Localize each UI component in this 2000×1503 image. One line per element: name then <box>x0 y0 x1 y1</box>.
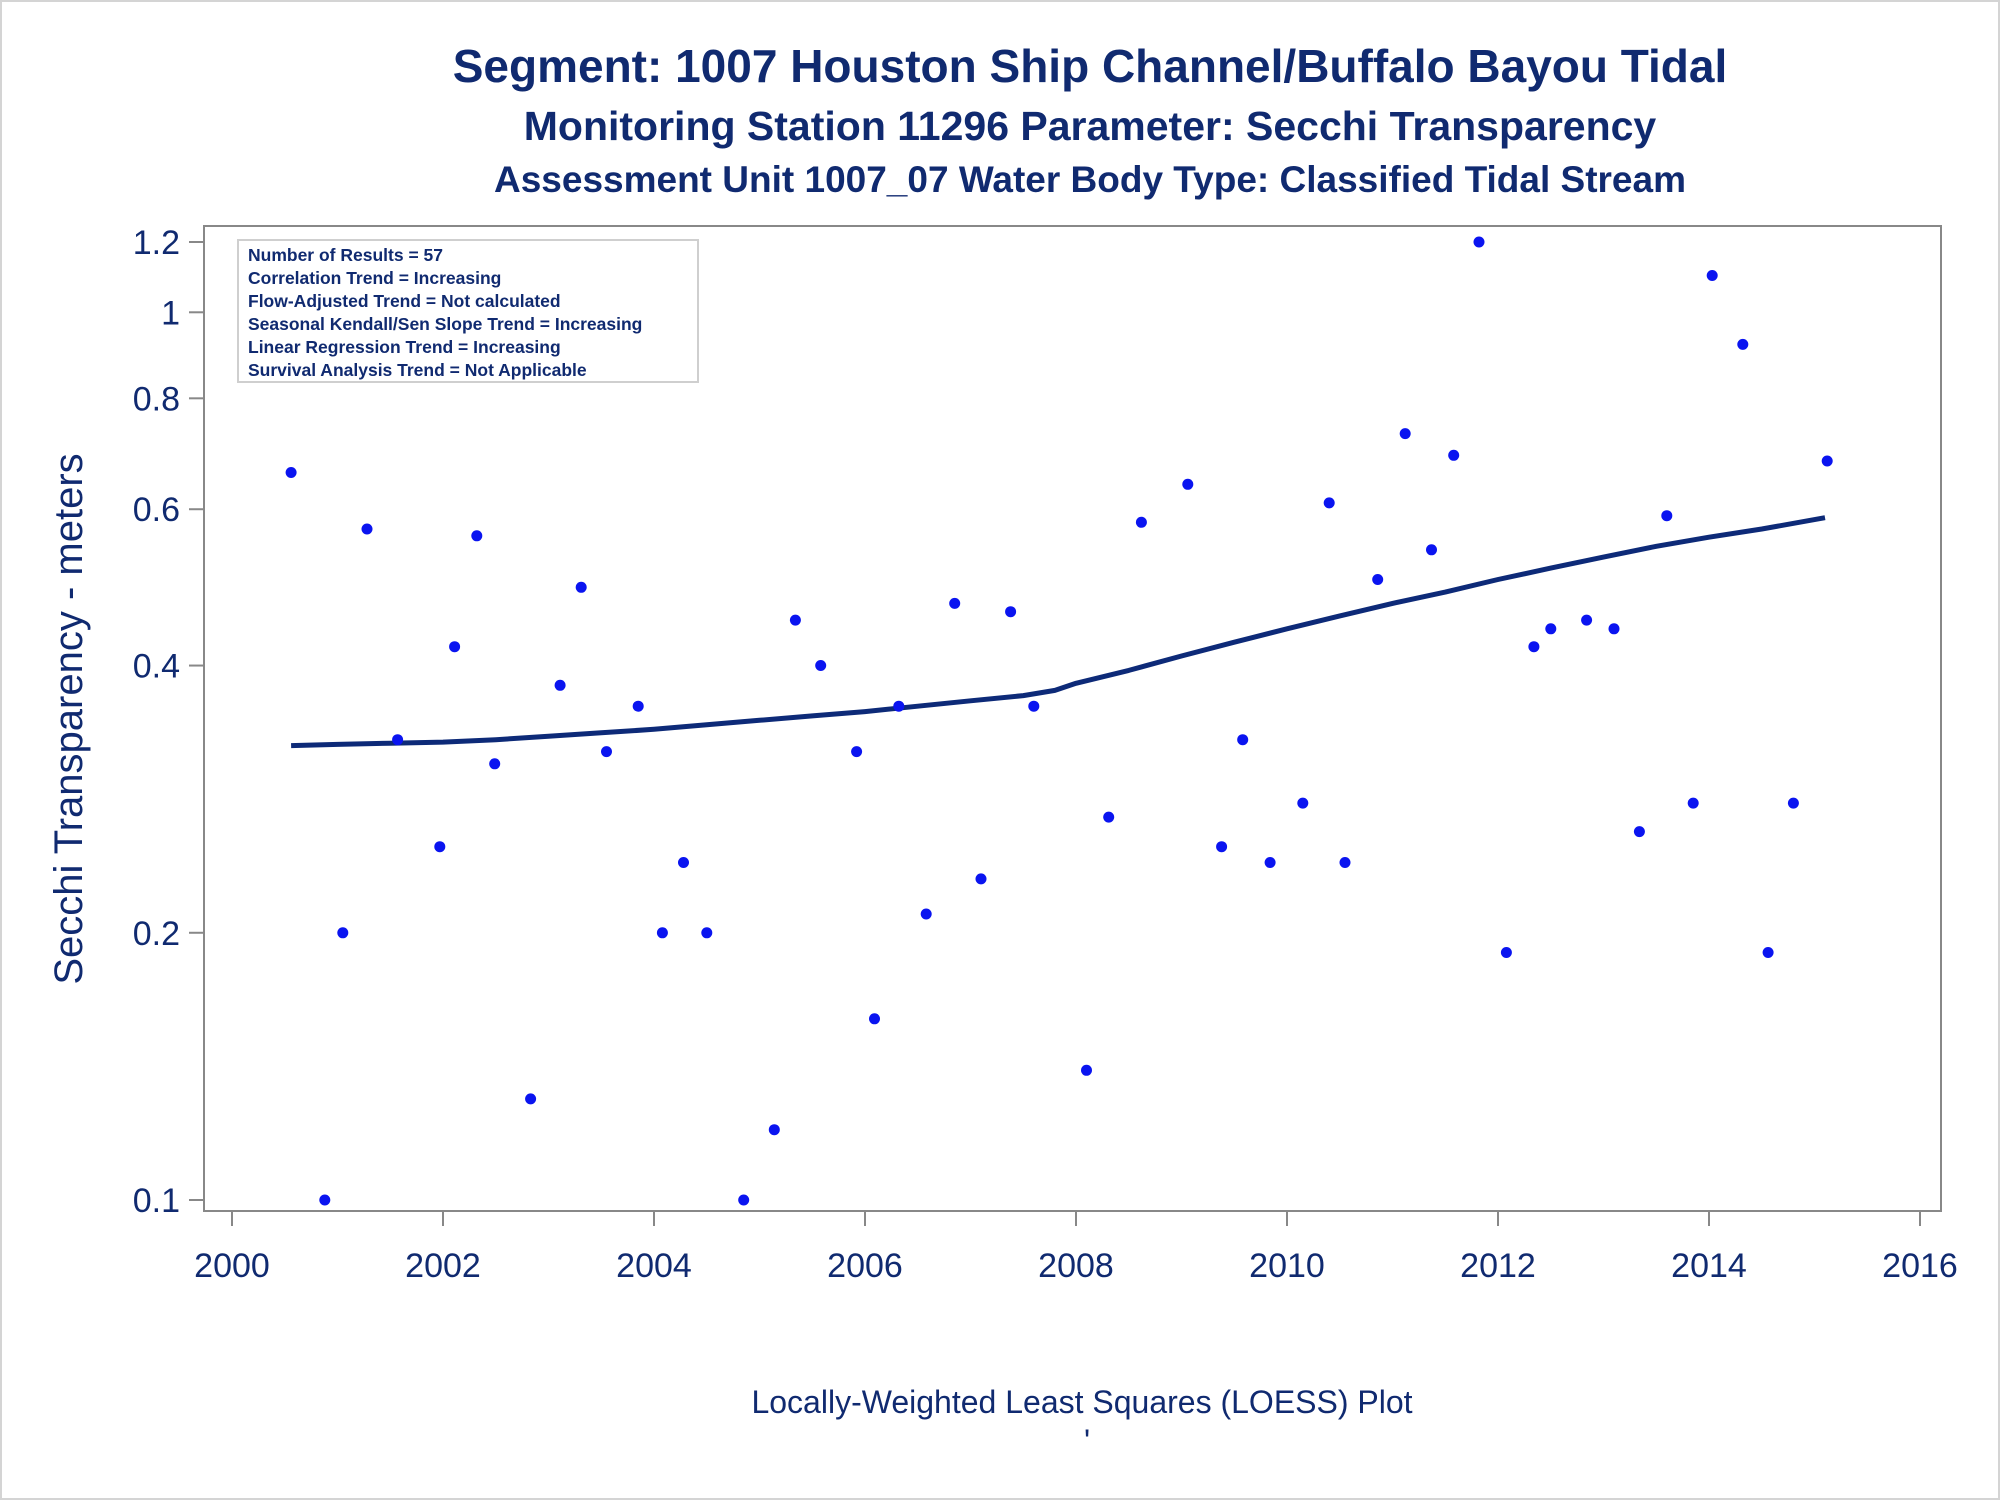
plot-area-border <box>203 225 1942 1212</box>
stats-line-results: Number of Results = 57 <box>248 245 443 265</box>
data-point <box>1448 449 1460 461</box>
data-point <box>1297 797 1309 809</box>
data-point <box>1426 544 1437 556</box>
data-point <box>1608 623 1620 635</box>
y-axis-label: Secchi Transparency - meters <box>47 453 91 984</box>
data-point <box>471 530 483 542</box>
data-point <box>449 641 461 653</box>
stats-line-linear-regression: Linear Regression Trend = Increasing <box>248 337 561 357</box>
data-point <box>1661 510 1673 522</box>
data-point <box>1182 478 1194 490</box>
chart-subtitle-assessment: Assessment Unit 1007_07 Water Body Type:… <box>494 159 1686 200</box>
x-axis: 2000 2002 2004 2006 2008 2010 2012 2014 2016 <box>194 1211 1958 1285</box>
data-point <box>975 873 987 885</box>
data-point <box>1706 270 1718 281</box>
y-tick-label: 0.8 <box>133 380 180 418</box>
caption-mark: ' <box>1084 1423 1090 1459</box>
data-point <box>319 1194 331 1206</box>
data-point <box>789 614 801 626</box>
x-tick-label: 2014 <box>1671 1247 1747 1285</box>
data-point <box>434 841 446 853</box>
data-point <box>1216 841 1228 853</box>
loess-trend-line <box>291 515 1826 749</box>
data-point <box>1372 574 1384 585</box>
data-point <box>920 908 932 920</box>
y-tick-label: 1 <box>161 294 180 332</box>
data-point <box>1264 857 1276 868</box>
data-point <box>361 523 373 535</box>
stats-line-correlation: Correlation Trend = Increasing <box>248 268 501 288</box>
y-axis: 0.1 0.2 0.4 0.6 0.8 1 1.2 <box>133 224 204 1220</box>
loess-layer <box>291 515 1826 749</box>
data-point <box>851 746 863 758</box>
data-point <box>1028 700 1040 712</box>
data-point <box>632 700 644 712</box>
stats-inset: Number of Results = 57 Correlation Trend… <box>237 239 699 383</box>
data-point <box>554 679 566 691</box>
x-tick-label: 2008 <box>1038 1247 1114 1285</box>
x-tick-label: 2010 <box>1249 1247 1325 1285</box>
data-point <box>1323 497 1335 509</box>
data-point <box>1081 1064 1092 1076</box>
data-point <box>337 927 349 939</box>
chart-title: Segment: 1007 Houston Ship Channel/Buffa… <box>453 40 1728 92</box>
x-tick-label: 2016 <box>1882 1247 1958 1285</box>
data-point <box>1103 811 1115 823</box>
stats-line-survival: Survival Analysis Trend = Not Applicable <box>248 360 587 380</box>
data-point <box>701 927 713 939</box>
x-tick-label: 2002 <box>405 1247 481 1285</box>
data-point <box>1787 797 1799 809</box>
stats-line-seasonal-kendall: Seasonal Kendall/Sen Slope Trend = Incre… <box>248 314 642 334</box>
data-point <box>949 597 961 609</box>
x-tick-label: 2012 <box>1460 1247 1536 1285</box>
data-point <box>1005 606 1017 618</box>
data-point <box>1545 623 1557 635</box>
data-point <box>1581 614 1593 626</box>
x-tick-label: 2004 <box>616 1247 692 1285</box>
data-point <box>738 1194 750 1206</box>
x-tick-label: 2006 <box>827 1247 903 1285</box>
data-point <box>1762 947 1774 958</box>
data-point <box>815 660 827 671</box>
x-tick-label: 2000 <box>194 1247 270 1285</box>
data-point <box>1633 826 1645 838</box>
data-point <box>1237 734 1249 746</box>
data-point <box>1528 641 1540 653</box>
data-point <box>1500 947 1512 958</box>
data-point <box>678 857 689 868</box>
data-point <box>1687 797 1699 809</box>
stats-inset-box <box>237 239 699 383</box>
data-point <box>392 734 404 746</box>
data-point <box>768 1124 780 1136</box>
stats-line-flow-adjusted: Flow-Adjusted Trend = Not calculated <box>248 291 561 311</box>
data-point <box>1821 455 1833 467</box>
data-point <box>285 467 297 478</box>
data-point <box>575 581 587 593</box>
data-point <box>1135 516 1147 528</box>
data-point <box>601 746 612 758</box>
data-point <box>1339 857 1351 868</box>
chart-subtitle-station: Monitoring Station 11296 Parameter: Secc… <box>524 103 1657 149</box>
y-tick-label: 0.4 <box>133 648 180 686</box>
y-tick-label: 0.6 <box>133 491 180 529</box>
data-point <box>656 927 668 939</box>
data-point <box>1737 338 1749 350</box>
points-layer <box>285 236 1833 1206</box>
data-point <box>1399 428 1411 440</box>
data-point <box>869 1013 880 1025</box>
data-point <box>525 1093 537 1105</box>
data-point <box>489 758 501 770</box>
data-point <box>1473 236 1485 248</box>
data-point <box>893 700 905 712</box>
y-tick-label: 0.2 <box>133 915 180 953</box>
plot-caption: Locally-Weighted Least Squares (LOESS) P… <box>751 1384 1412 1420</box>
y-tick-label: 0.1 <box>133 1182 180 1220</box>
y-tick-label: 1.2 <box>133 224 180 262</box>
